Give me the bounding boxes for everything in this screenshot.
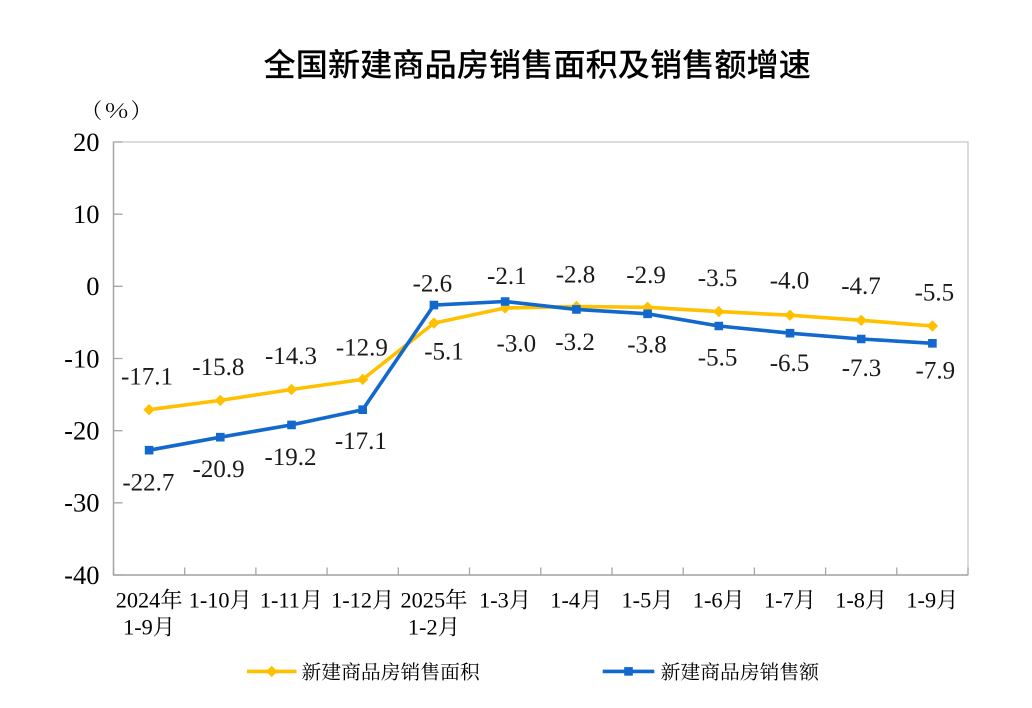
svg-text:20: 20 (73, 127, 100, 157)
svg-text:-5.1: -5.1 (424, 339, 464, 366)
svg-text:-40: -40 (64, 560, 99, 590)
svg-text:-5.5: -5.5 (915, 280, 955, 307)
svg-text:-7.3: -7.3 (842, 355, 882, 382)
svg-text:-20.9: -20.9 (193, 456, 245, 483)
svg-text:-12.9: -12.9 (336, 334, 388, 361)
svg-text:-4.0: -4.0 (770, 267, 810, 294)
svg-text:-2.6: -2.6 (413, 271, 453, 298)
svg-text:0: 0 (86, 271, 99, 301)
svg-text:-3.2: -3.2 (555, 329, 595, 356)
svg-text:1-9: 1-9 (123, 615, 153, 640)
svg-text:1-7: 1-7 (764, 588, 794, 613)
svg-text:-5.5: -5.5 (698, 345, 738, 372)
svg-text:-15.8: -15.8 (192, 354, 244, 381)
svg-text:-4.7: -4.7 (841, 273, 881, 300)
svg-text:-30: -30 (64, 488, 99, 518)
svg-text:1-2: 1-2 (408, 615, 438, 640)
svg-text:1-3: 1-3 (479, 588, 509, 613)
svg-text:1-9: 1-9 (906, 588, 936, 613)
svg-text:-17.1: -17.1 (335, 428, 387, 455)
svg-text:-22.7: -22.7 (122, 470, 174, 497)
svg-text:-20: -20 (64, 415, 99, 445)
svg-text:-14.3: -14.3 (265, 343, 317, 370)
svg-text:-10: -10 (64, 343, 99, 373)
svg-text:-17.1: -17.1 (121, 363, 173, 390)
svg-text:-6.5: -6.5 (770, 350, 810, 377)
svg-text:-2.1: -2.1 (487, 263, 527, 290)
svg-text:-3.5: -3.5 (698, 265, 738, 292)
svg-text:1-12: 1-12 (331, 588, 372, 613)
svg-text:1-8: 1-8 (835, 588, 865, 613)
svg-text:-19.2: -19.2 (264, 444, 316, 471)
svg-text:1-11: 1-11 (260, 588, 300, 613)
svg-text:-2.8: -2.8 (556, 261, 596, 288)
svg-text:1-10: 1-10 (189, 588, 230, 613)
svg-text:1-5: 1-5 (622, 588, 652, 613)
svg-text:-3.8: -3.8 (627, 332, 667, 359)
svg-text:2024: 2024 (116, 588, 161, 613)
svg-text:1-4: 1-4 (550, 588, 580, 613)
svg-text:10: 10 (73, 199, 100, 229)
svg-text:1-6: 1-6 (693, 588, 723, 613)
svg-text:-2.9: -2.9 (626, 262, 666, 289)
svg-text:2025: 2025 (401, 588, 446, 613)
svg-text:-3.0: -3.0 (497, 330, 537, 357)
svg-text:-7.9: -7.9 (916, 358, 956, 385)
